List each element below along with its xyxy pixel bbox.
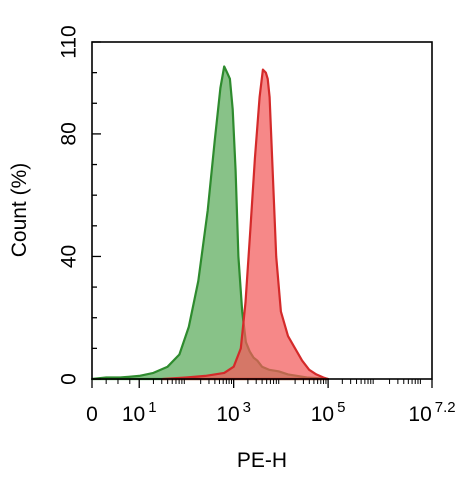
histogram-series-2 <box>161 68 330 381</box>
x-tick-label: 10 7.2 <box>408 399 455 426</box>
y-tick-label: 110 <box>58 25 81 58</box>
y-tick-label: 0 <box>58 373 81 385</box>
x-tick-label: 0 <box>86 403 98 426</box>
y-tick-label: 80 <box>58 122 81 145</box>
x-tick-label: 10 3 <box>216 399 251 426</box>
y-tick-label: 40 <box>58 245 81 268</box>
x-tick-label: 10 5 <box>311 399 346 426</box>
x-tick-label: 10 1 <box>122 399 157 426</box>
y-axis-label: Count (%) <box>8 163 31 258</box>
x-axis-label: PE-H <box>237 449 287 472</box>
histogram-series-1 <box>90 65 330 381</box>
